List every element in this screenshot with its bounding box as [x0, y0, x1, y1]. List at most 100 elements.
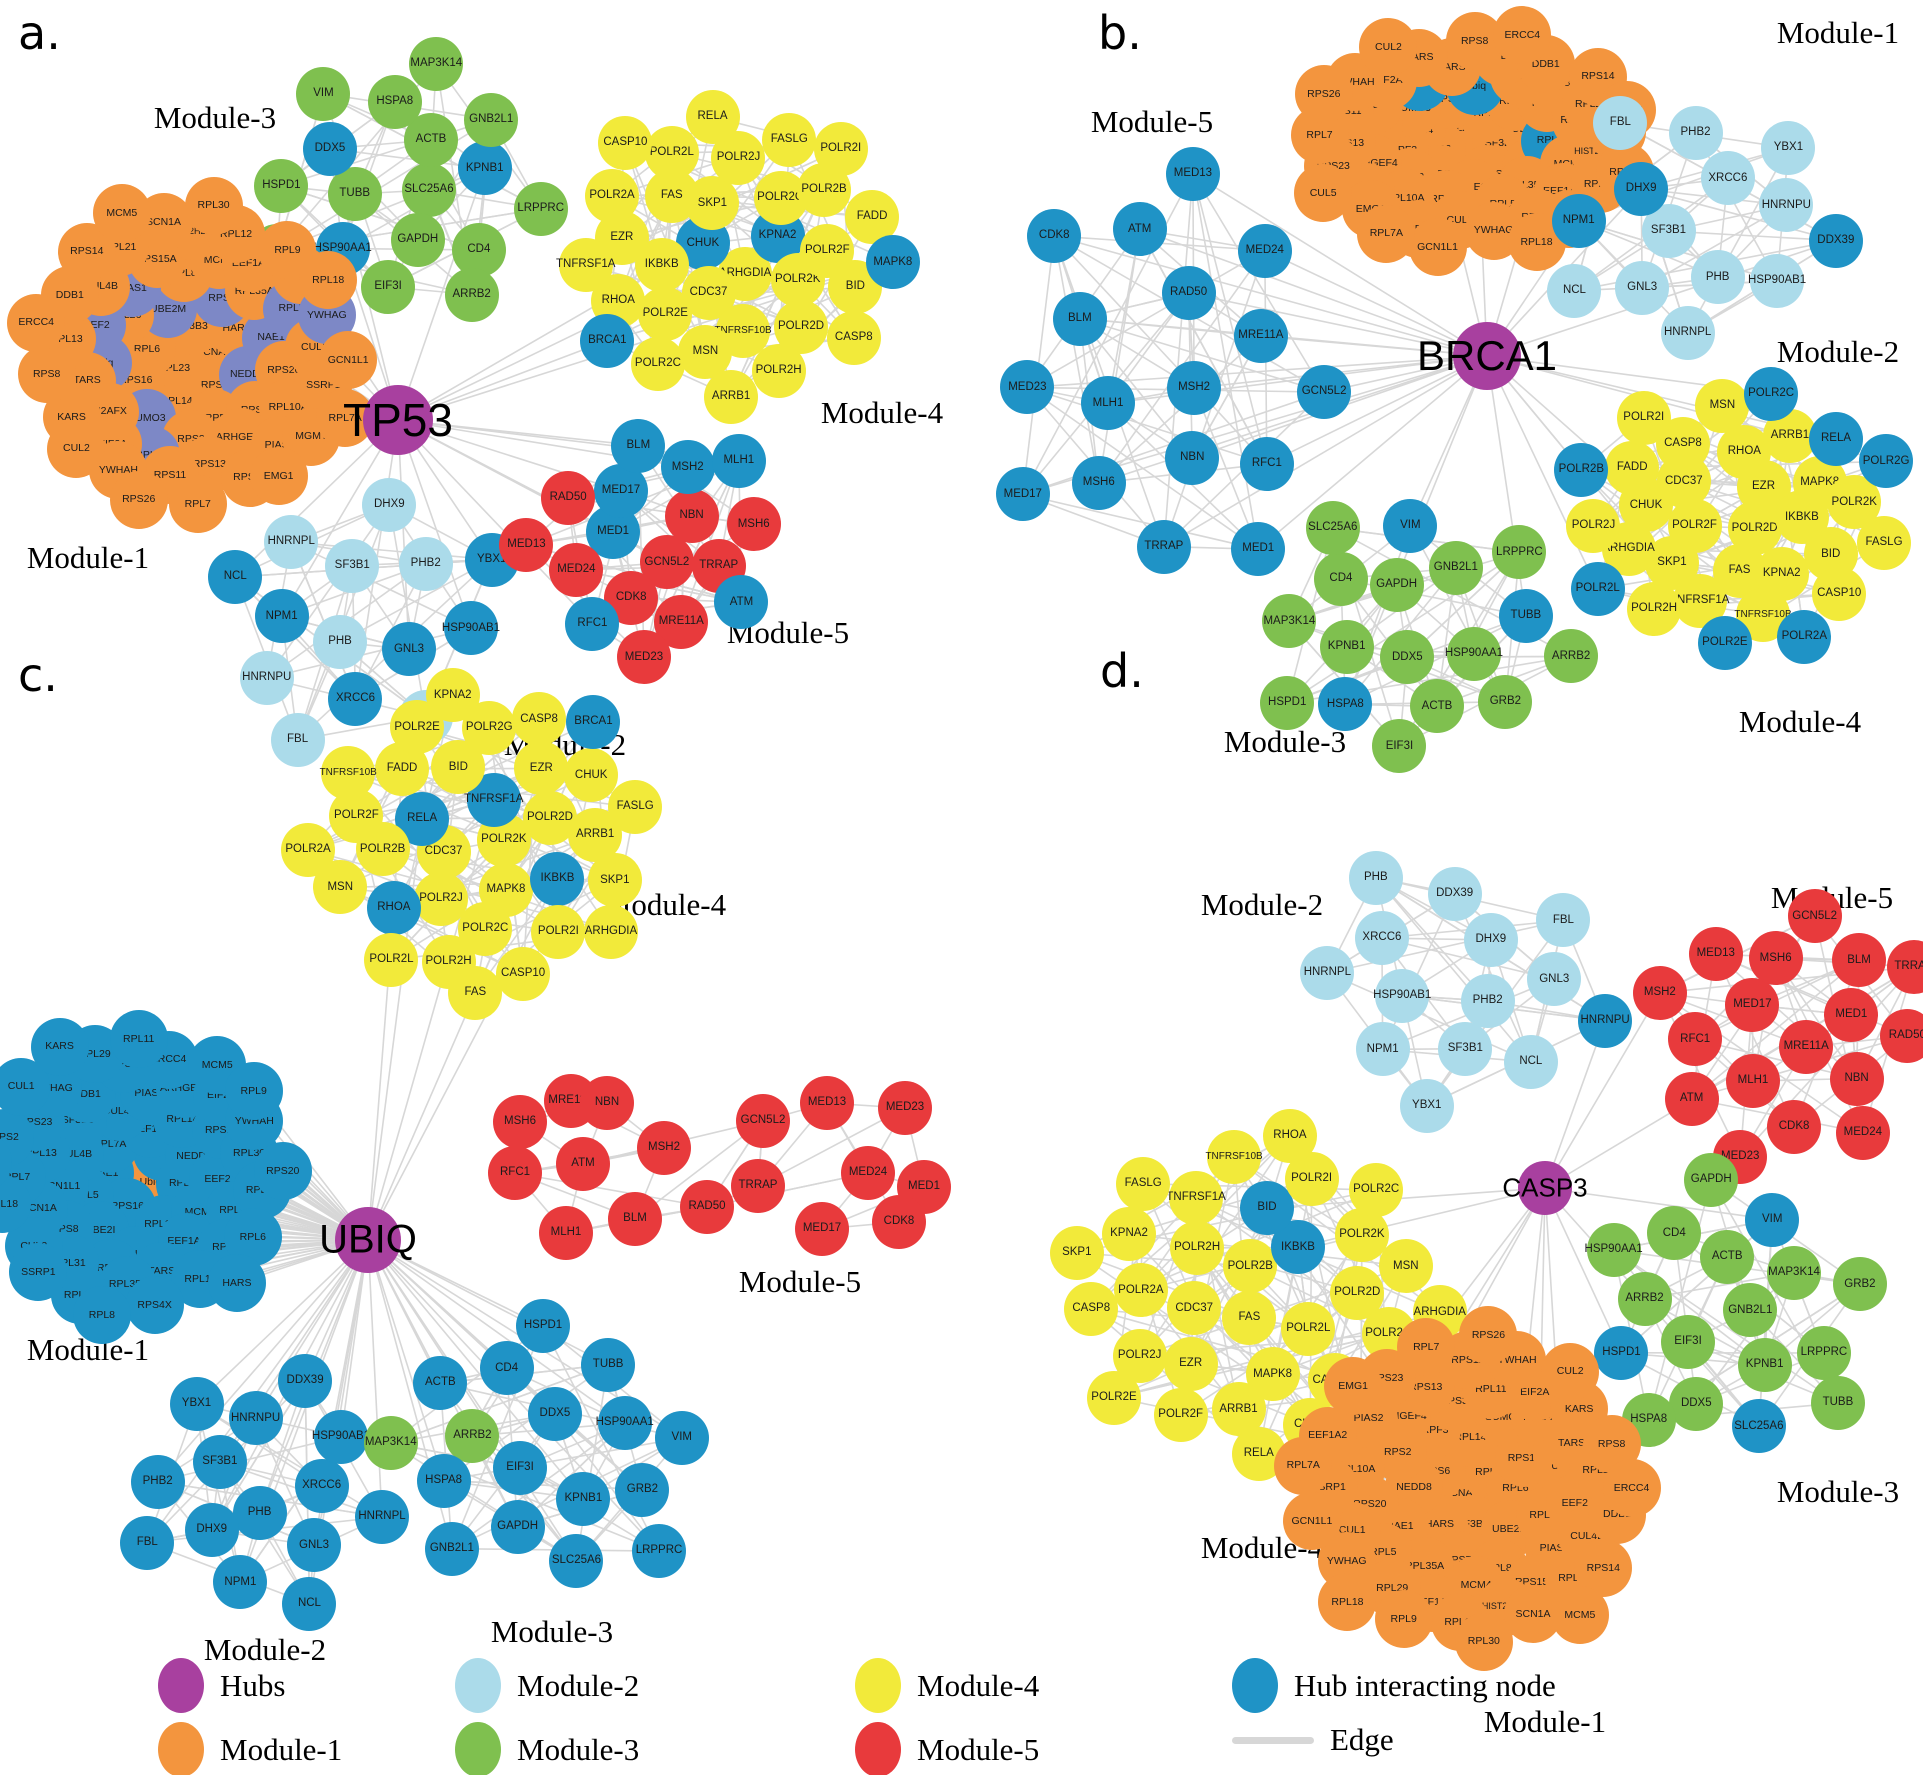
node-label: RPL9 — [274, 243, 301, 256]
node-gene-DHX9: DHX9 — [1614, 161, 1669, 216]
node-gene-SLC25A6: SLC25A6 — [402, 162, 457, 217]
node-label: HSPA8 — [1326, 697, 1364, 710]
node-label: FAS — [1238, 1310, 1261, 1323]
node-label: MLH1 — [1737, 1074, 1769, 1087]
node-gene-PHB2: PHB2 — [1460, 973, 1515, 1028]
node-label: RPL7 — [184, 497, 211, 510]
node-label: CASP8 — [1664, 437, 1702, 450]
node-label: RHOA — [1727, 444, 1761, 457]
node-label: GCN5L2 — [1792, 909, 1838, 922]
node-label: TRRAP — [738, 1179, 778, 1192]
node-label: ATM — [1679, 1091, 1704, 1104]
node-gene-MCM5: MCM5 — [1550, 1586, 1609, 1645]
node-gene-SLC25A6: SLC25A6 — [1305, 501, 1360, 556]
node-label: SLC25A6 — [1734, 1419, 1784, 1432]
node-label: NAE1 — [1386, 1520, 1414, 1533]
node-gene-NCL: NCL — [282, 1576, 337, 1631]
node-label: POLR2I — [1623, 410, 1665, 423]
node-label: HNRNPU — [1580, 1014, 1630, 1027]
node-label: EZR — [1752, 480, 1775, 493]
node-label: PIAS2 — [1353, 1412, 1384, 1425]
node-label: RPS16 — [110, 1200, 144, 1213]
node-label: NAE1 — [91, 1167, 119, 1180]
node-gene-CDK8: CDK8 — [872, 1195, 926, 1249]
node-label: NPM1 — [224, 1575, 257, 1588]
node-label: SKP1 — [1062, 1245, 1092, 1258]
node-gene-MED24: MED24 — [1835, 1105, 1890, 1160]
node-label: FADD — [1616, 461, 1648, 474]
node-gene-SLC25A6: SLC25A6 — [549, 1533, 604, 1588]
node-label: NPM1 — [1562, 213, 1595, 226]
node-label: CDK8 — [1038, 229, 1070, 242]
node-label: DDX5 — [1680, 1396, 1712, 1409]
node-label: HSP90AA1 — [595, 1416, 654, 1429]
node-gene-CUL5: CUL5 — [1294, 164, 1353, 222]
node-label: GCN1L1 — [1417, 240, 1458, 253]
node-gene-IKBKB: IKBKB — [530, 851, 585, 906]
node-label: POLR2K — [775, 272, 821, 285]
node-label: TUBB — [592, 1357, 624, 1370]
node-label: RELA — [697, 110, 728, 123]
node-label: RPL6 — [1502, 1481, 1529, 1494]
node-label: ARRB2 — [1551, 649, 1591, 662]
node-label: RPL29 — [78, 1048, 111, 1061]
node-label: GCN5L2 — [740, 1114, 786, 1127]
node-label: XRCC6 — [335, 691, 375, 704]
node-gene-PHB: PHB — [1690, 250, 1745, 305]
node-label: FAS — [660, 189, 683, 202]
node-gene-MLH1: MLH1 — [1725, 1054, 1780, 1109]
node-gene-CD4: CD4 — [479, 1341, 534, 1396]
node-label: RFC1 — [577, 616, 608, 629]
node-label: CUL4B — [84, 280, 118, 293]
node-label: PIAS1 — [117, 282, 147, 295]
node-label: NCL — [1562, 283, 1586, 296]
node-gene-CD4: CD4 — [1313, 551, 1368, 606]
node-gene-ARRB2: ARRB2 — [1544, 629, 1599, 684]
node-label: MAPK8 — [1800, 476, 1840, 489]
node-label: RPS13 — [1409, 1380, 1443, 1393]
node-label: RHOA — [1273, 1129, 1307, 1141]
node-label: MED24 — [1843, 1125, 1883, 1138]
node-label: RPL26 — [219, 1203, 252, 1216]
node-label: MRE11A — [1238, 329, 1284, 342]
node-gene-GNB2L1: GNB2L1 — [1723, 1283, 1778, 1338]
node-label: ACTB — [425, 1376, 456, 1389]
node-label: GNB2L1 — [1728, 1303, 1773, 1316]
node-label: DDX39 — [1817, 233, 1855, 246]
node-gene-XRCC6: XRCC6 — [294, 1459, 349, 1514]
node-label: POLR2J — [419, 892, 463, 905]
node-gene-CDK8: CDK8 — [604, 570, 659, 625]
node-gene-VIM: VIM — [1745, 1192, 1800, 1247]
node-label: RPS20 — [1353, 1498, 1387, 1511]
node-label: ARHGEF4 — [159, 1082, 210, 1095]
node-label: KPNB1 — [1327, 640, 1366, 653]
node-label: POLR2F — [804, 244, 850, 257]
node-gene-HSP90AB1: HSP90AB1 — [1373, 968, 1431, 1023]
module-5-swatch — [855, 1722, 901, 1775]
node-label: FBL — [1609, 116, 1631, 129]
node-gene-HSPD1: HSPD1 — [1594, 1325, 1649, 1380]
node-label: MSH2 — [1178, 381, 1211, 394]
node-label: HSPD1 — [523, 1319, 563, 1332]
node-gene-RHOA: RHOA — [1262, 1108, 1317, 1163]
node-label: UBE2M — [1492, 1522, 1529, 1535]
legend-label: Module-4 — [917, 1667, 1040, 1703]
node-gene-RPL7A: RPL7A — [1357, 204, 1416, 263]
node-label: HSP90AB1 — [441, 621, 501, 634]
node-gene-GNL3: GNL3 — [381, 622, 436, 677]
node-label: LRPPRC — [1496, 545, 1543, 558]
node-gene-YBX1: YBX1 — [169, 1376, 224, 1431]
node-gene-POLR2A: POLR2A — [1777, 610, 1832, 665]
node-gene-RPL11: RPL11 — [109, 1010, 168, 1069]
node-gene-VIM: VIM — [654, 1410, 709, 1465]
node-label: GRB2 — [1489, 695, 1522, 708]
node-gene-ERCC4: ERCC4 — [1602, 1459, 1661, 1518]
node-label: CD4 — [467, 243, 491, 256]
node-gene-POLR2K: POLR2K — [1334, 1208, 1389, 1262]
node-label: DDB1 — [55, 289, 84, 302]
node-gene-BRCA1: BRCA1 — [580, 313, 635, 368]
node-gene-TUBB: TUBB — [1810, 1376, 1865, 1431]
node-label: EIF3I — [1674, 1335, 1702, 1348]
node-label: EIF2A — [1373, 74, 1403, 87]
panel-letter-b: b. — [1098, 6, 1142, 60]
